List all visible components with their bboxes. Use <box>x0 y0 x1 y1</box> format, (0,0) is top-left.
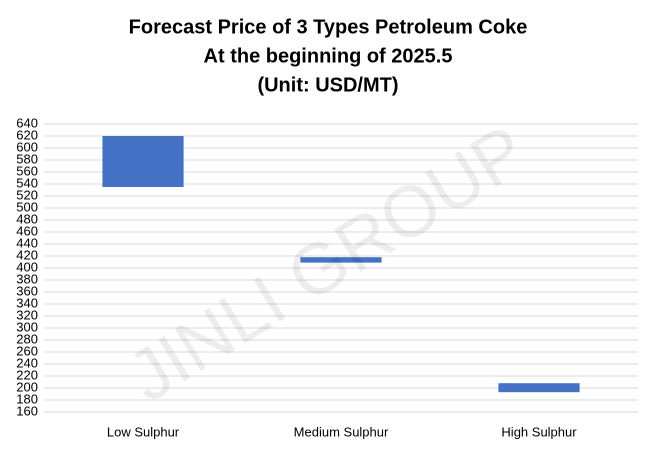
y-tick-label: 500 <box>16 199 38 214</box>
x-tick-label: Medium Sulphur <box>294 424 389 439</box>
y-tick-label: 260 <box>16 343 38 358</box>
y-tick-label: 320 <box>16 307 38 322</box>
bar <box>300 257 382 263</box>
x-tick-label: Low Sulphur <box>107 424 180 439</box>
y-tick-label: 200 <box>16 379 38 394</box>
y-tick-label: 440 <box>16 235 38 250</box>
y-tick-label: 580 <box>16 151 38 166</box>
y-tick-label: 400 <box>16 259 38 274</box>
chart-title: At the beginning of 2025.5 <box>204 45 453 67</box>
y-tick-label: 640 <box>16 115 38 130</box>
y-tick-label: 240 <box>16 355 38 370</box>
y-tick-label: 520 <box>16 187 38 202</box>
y-tick-label: 620 <box>16 127 38 142</box>
y-tick-label: 300 <box>16 319 38 334</box>
bar <box>498 383 580 393</box>
y-tick-label: 540 <box>16 175 38 190</box>
y-tick-label: 460 <box>16 223 38 238</box>
y-tick-label: 420 <box>16 247 38 262</box>
y-tick-label: 180 <box>16 391 38 406</box>
x-tick-label: High Sulphur <box>501 424 577 439</box>
bar <box>102 136 184 187</box>
y-tick-label: 280 <box>16 331 38 346</box>
y-tick-label: 480 <box>16 211 38 226</box>
y-tick-label: 360 <box>16 283 38 298</box>
y-tick-label: 220 <box>16 367 38 382</box>
y-tick-label: 340 <box>16 295 38 310</box>
y-tick-label: 380 <box>16 271 38 286</box>
y-tick-label: 560 <box>16 163 38 178</box>
y-tick-label: 160 <box>16 403 38 418</box>
chart-title: Forecast Price of 3 Types Petroleum Coke <box>129 16 528 38</box>
y-tick-label: 600 <box>16 139 38 154</box>
chart-title: (Unit: USD/MT) <box>257 74 398 96</box>
